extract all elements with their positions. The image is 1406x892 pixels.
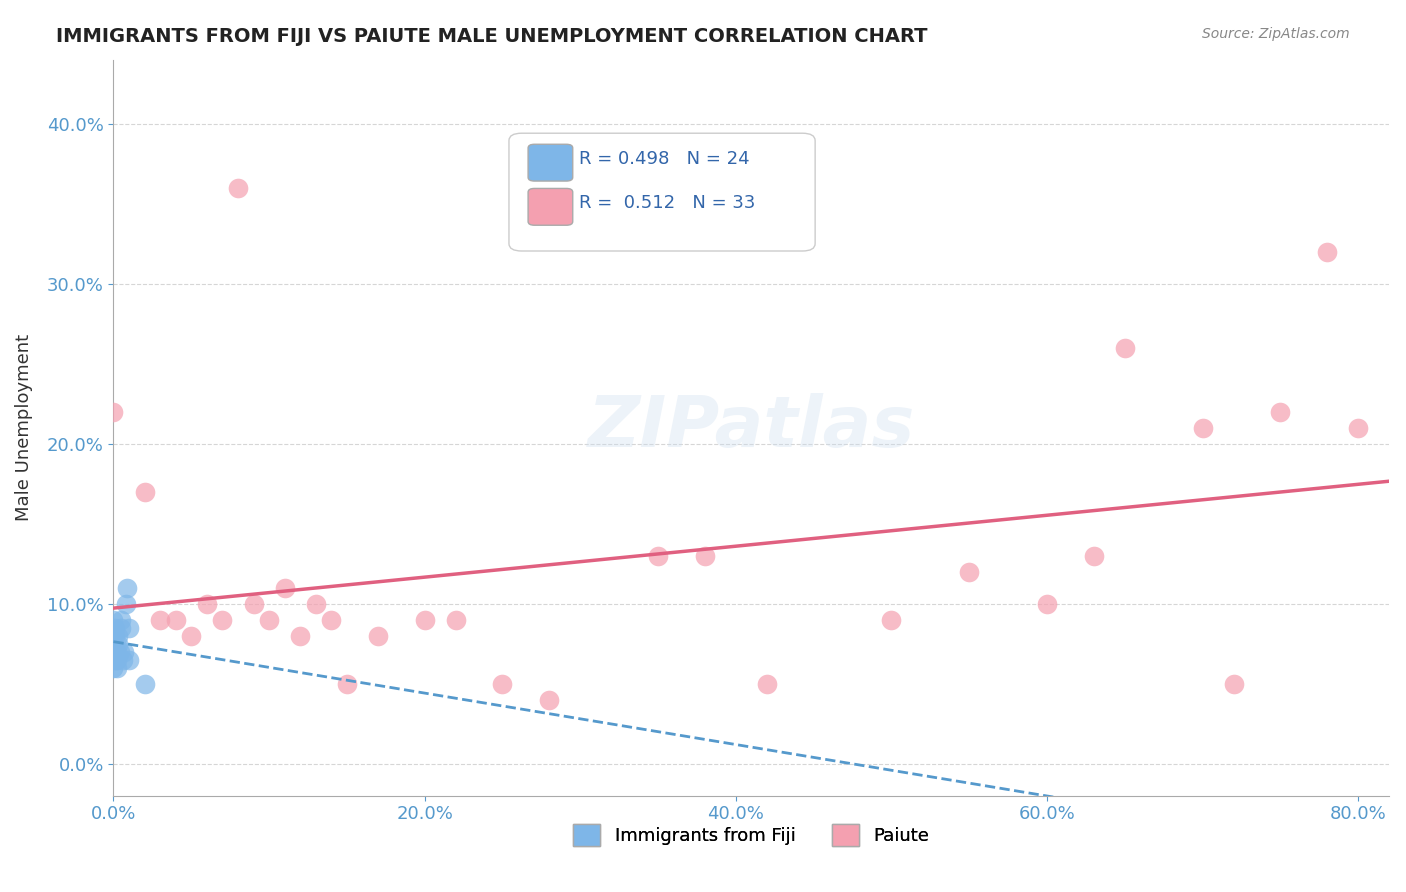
Point <box>413 613 436 627</box>
Text: R =  0.512   N = 33: R = 0.512 N = 33 <box>579 194 755 212</box>
Point <box>880 613 903 627</box>
Point <box>103 405 125 419</box>
Y-axis label: Male Unemployment: Male Unemployment <box>15 334 32 521</box>
Point <box>103 613 125 627</box>
Text: ZIPatlas: ZIPatlas <box>588 393 915 462</box>
Point <box>1114 341 1136 355</box>
FancyBboxPatch shape <box>509 133 815 251</box>
Point <box>1347 420 1369 434</box>
Point <box>211 613 233 627</box>
Point <box>1191 420 1213 434</box>
Point <box>957 565 980 579</box>
Point <box>104 621 127 635</box>
Point <box>305 597 328 611</box>
Text: R = 0.498   N = 24: R = 0.498 N = 24 <box>579 150 749 168</box>
Point <box>110 621 132 635</box>
Point <box>336 677 359 691</box>
Point <box>104 645 127 659</box>
Point <box>103 645 125 659</box>
Point <box>107 629 129 643</box>
Point <box>105 661 128 675</box>
Text: IMMIGRANTS FROM FIJI VS PAIUTE MALE UNEMPLOYMENT CORRELATION CHART: IMMIGRANTS FROM FIJI VS PAIUTE MALE UNEM… <box>56 27 928 45</box>
Point <box>693 549 716 563</box>
Point <box>367 629 389 643</box>
Point <box>538 692 561 706</box>
Point <box>491 677 513 691</box>
Point <box>180 629 202 643</box>
Point <box>755 677 778 691</box>
Point <box>647 549 669 563</box>
Point <box>1316 244 1339 259</box>
Point <box>108 645 131 659</box>
Point <box>111 653 134 667</box>
Point <box>115 597 138 611</box>
Point <box>257 613 280 627</box>
Point <box>112 645 135 659</box>
Point <box>104 653 127 667</box>
Point <box>165 613 187 627</box>
FancyBboxPatch shape <box>529 188 572 226</box>
Point <box>105 645 128 659</box>
Point <box>1222 677 1244 691</box>
FancyBboxPatch shape <box>529 145 572 181</box>
Point <box>118 653 141 667</box>
Point <box>110 613 132 627</box>
Point <box>242 597 264 611</box>
Point <box>105 653 128 667</box>
Point <box>103 629 125 643</box>
Point <box>444 613 467 627</box>
Point <box>226 180 249 194</box>
Point <box>321 613 343 627</box>
Point <box>134 484 156 499</box>
Point <box>103 661 125 675</box>
Point <box>104 629 127 643</box>
Point <box>118 621 141 635</box>
Point <box>117 581 139 595</box>
Point <box>1083 549 1105 563</box>
Legend: Immigrants from Fiji, Paiute: Immigrants from Fiji, Paiute <box>567 816 936 853</box>
Point <box>149 613 172 627</box>
Point <box>134 677 156 691</box>
Point <box>195 597 218 611</box>
Point <box>107 637 129 651</box>
Point <box>273 581 295 595</box>
Point <box>1270 405 1292 419</box>
Point <box>1036 597 1059 611</box>
Point <box>288 629 311 643</box>
Text: Source: ZipAtlas.com: Source: ZipAtlas.com <box>1202 27 1350 41</box>
Point <box>103 637 125 651</box>
